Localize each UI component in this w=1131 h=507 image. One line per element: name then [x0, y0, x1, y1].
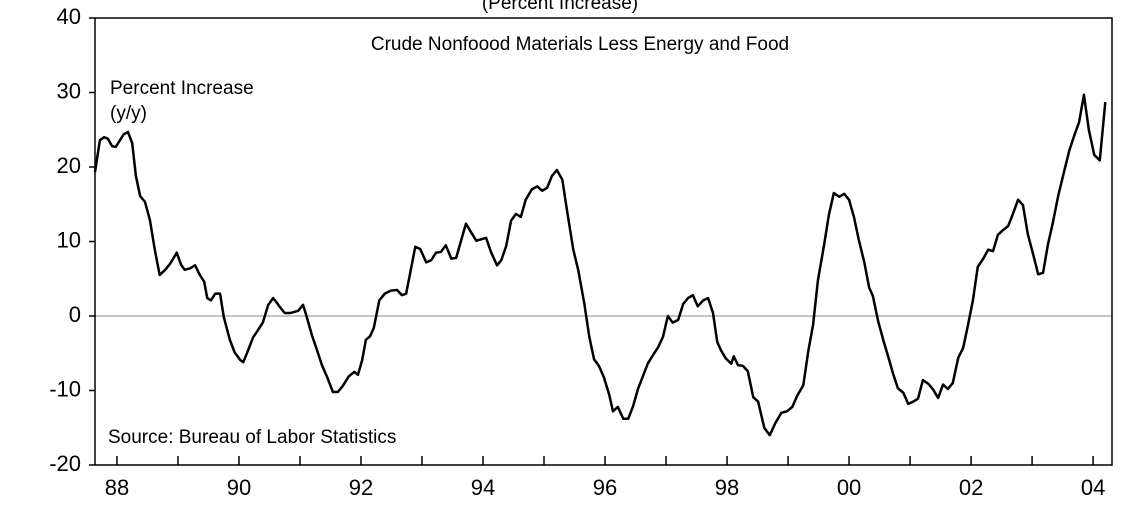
y-tick-label: 40 [57, 4, 81, 29]
annotation: Source: Bureau of Labor Statistics [108, 427, 396, 448]
x-tick-label: 98 [715, 475, 739, 500]
y-tick-label: 20 [57, 153, 81, 178]
chart-title: (Percent Increase) [482, 0, 638, 14]
x-tick-label: 02 [959, 475, 983, 500]
y-tick-label: 30 [57, 78, 81, 103]
x-tick-label: 96 [593, 475, 617, 500]
y-tick-label: -10 [49, 376, 81, 401]
x-tick-label: 94 [471, 475, 495, 500]
x-tick-label: 88 [105, 475, 129, 500]
chart-subtitle: Crude Nonfoood Materials Less Energy and… [371, 34, 789, 55]
x-tick-label: 92 [349, 475, 373, 500]
data-line [93, 93, 1107, 437]
x-tick-label: 04 [1081, 475, 1105, 500]
y-tick-label: 10 [57, 227, 81, 252]
annotation: (y/y) [110, 103, 147, 124]
x-tick-label: 90 [227, 475, 251, 500]
y-tick-label: 0 [69, 302, 81, 327]
x-tick-label: 00 [837, 475, 861, 500]
plot-frame [94, 17, 1113, 466]
annotation: Percent Increase [110, 78, 254, 99]
y-tick-label: -20 [49, 451, 81, 476]
